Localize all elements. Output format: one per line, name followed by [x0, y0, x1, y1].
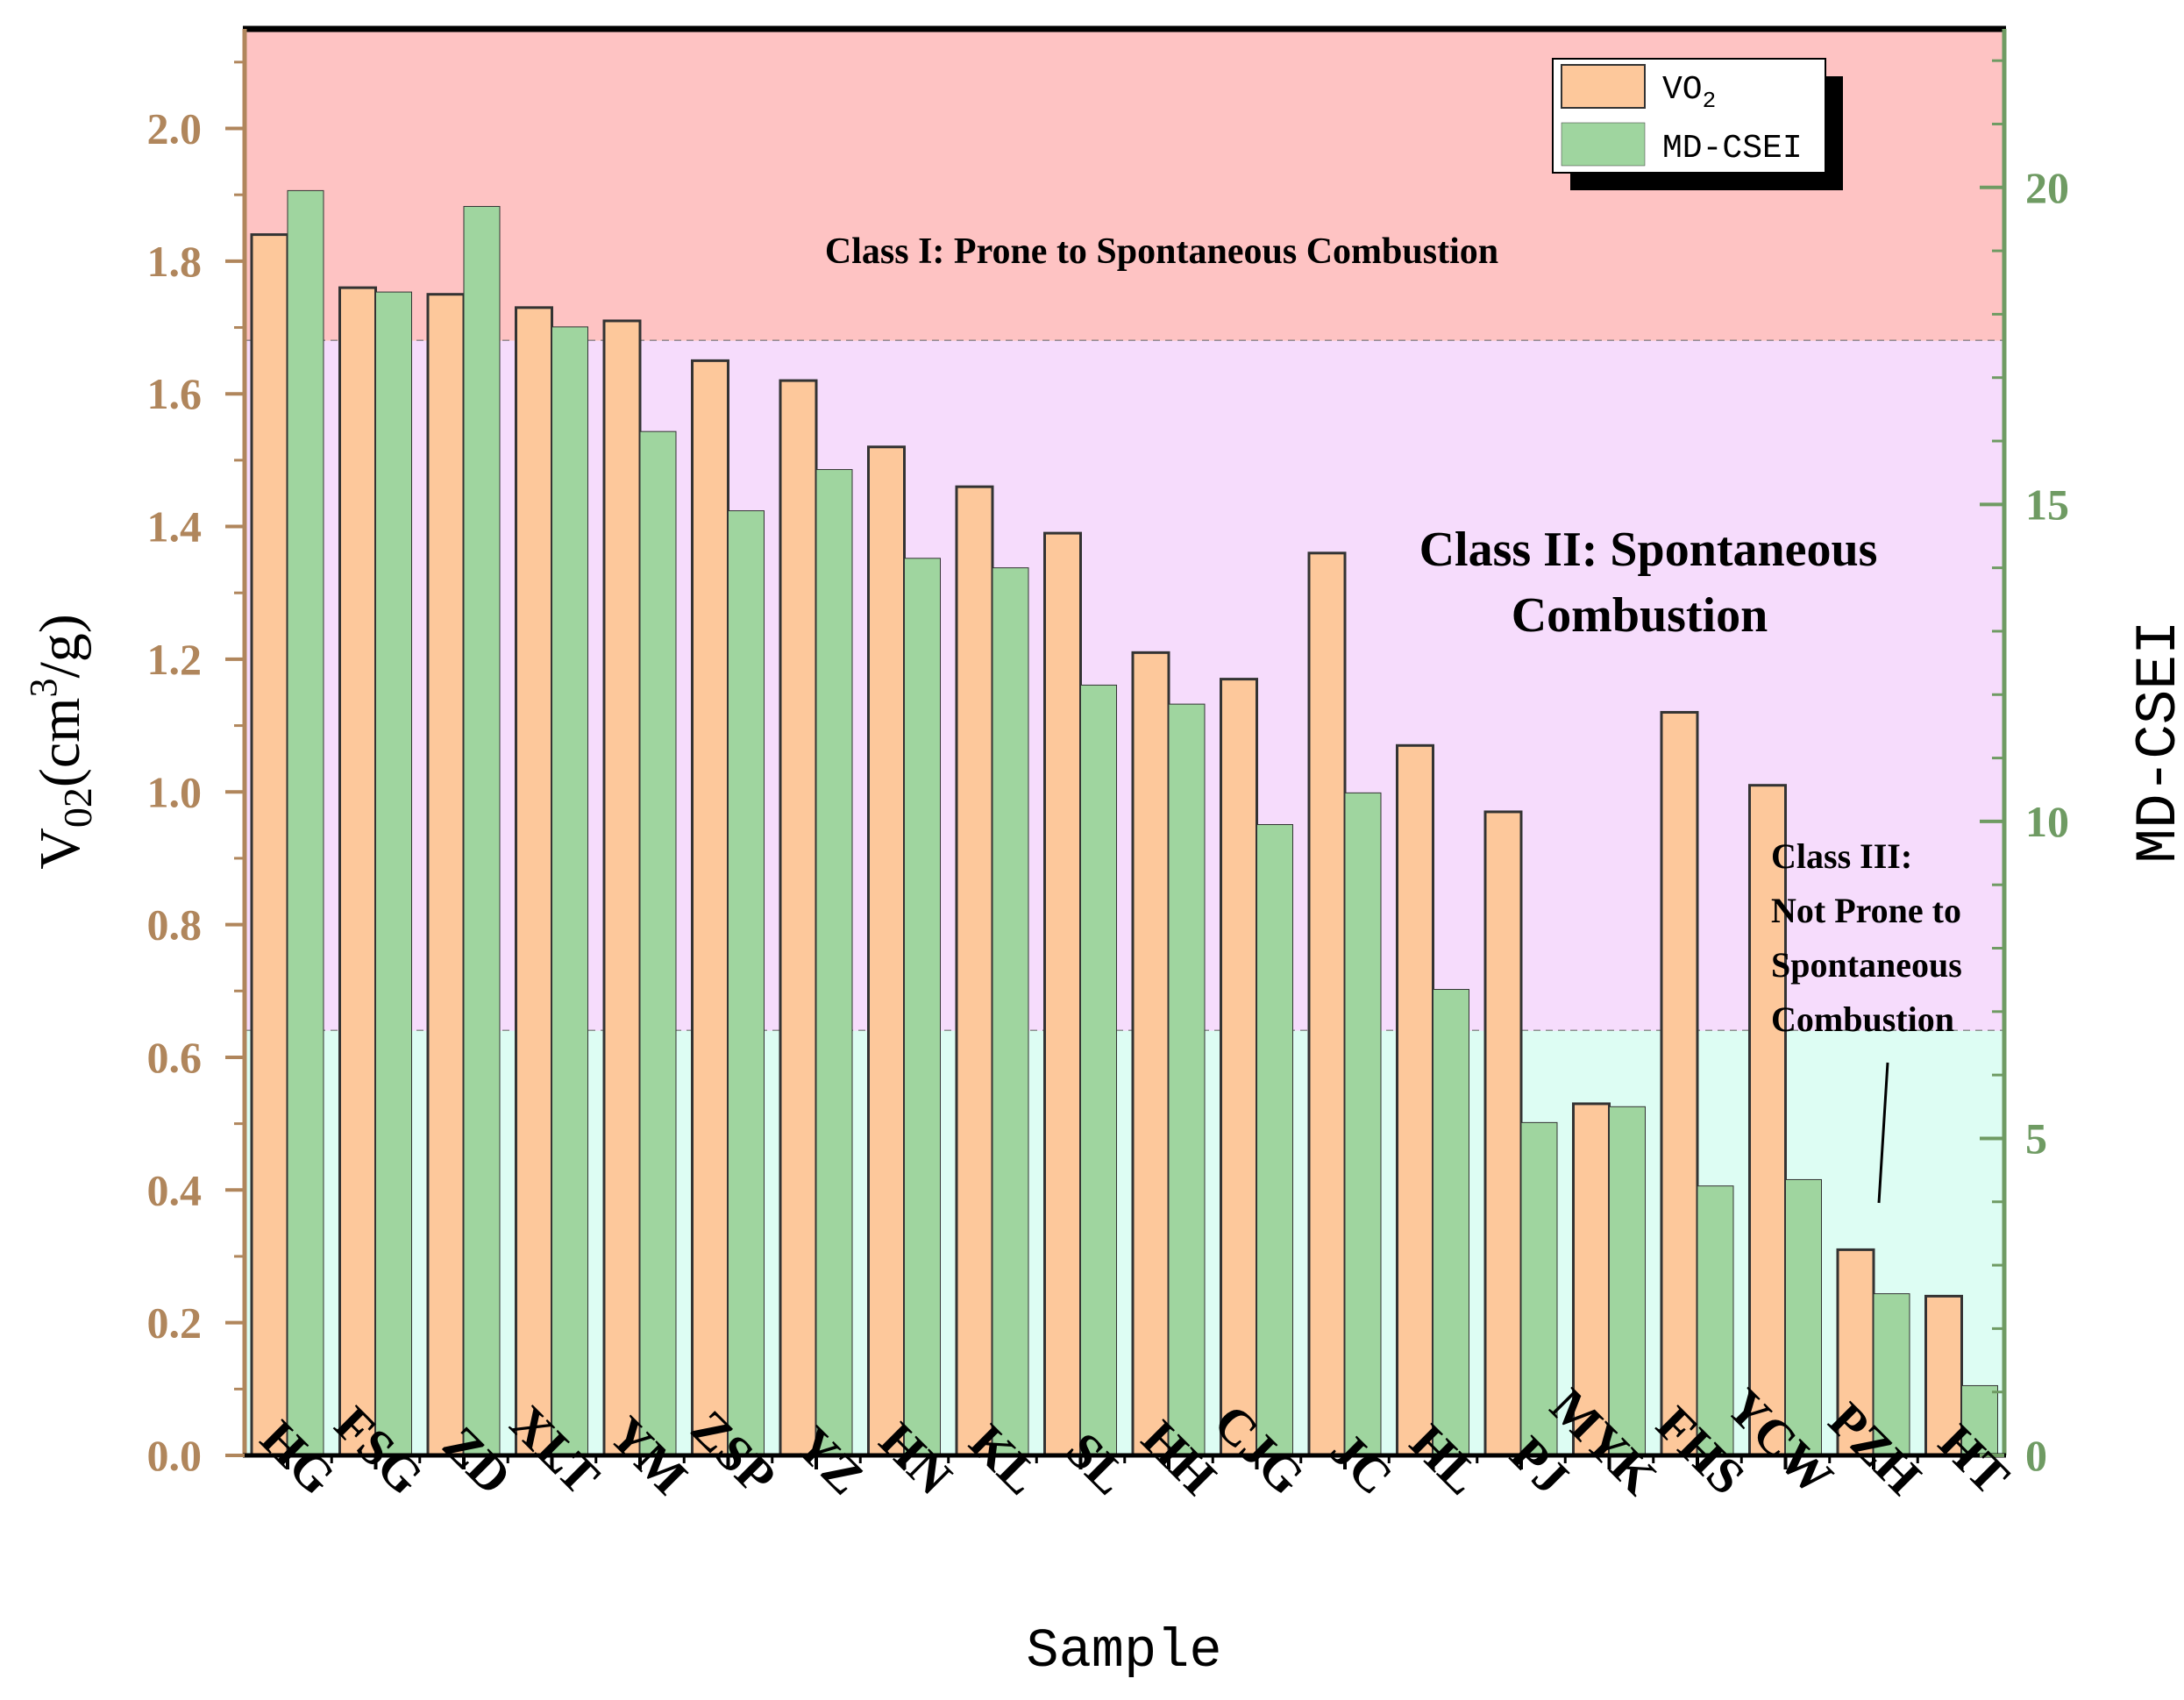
bar-vo2-pzh: [1836, 1248, 1875, 1457]
bar-md-csei-ym: [639, 430, 677, 1456]
bar-md-csei-zsp: [728, 510, 765, 1456]
right-tick-label: 0: [2025, 1431, 2047, 1480]
right-tick-label: 20: [2025, 163, 2069, 212]
legend-swatch-vo2: [1561, 64, 1646, 109]
left-tick-label: 0.6: [147, 1033, 203, 1082]
legend-label-md-csei: MD-CSEI: [1662, 130, 1803, 167]
left-axis-title-unit-end: /g): [28, 614, 92, 678]
bar-md-csei-hn: [904, 558, 941, 1456]
class3-label-line1: Class III:: [1771, 836, 1912, 876]
bar-vo2-kl: [955, 485, 994, 1457]
class-region-2: [245, 340, 2004, 1031]
bar-md-csei-xlt: [551, 326, 588, 1456]
legend: VO2 MD-CSEI: [1552, 58, 1843, 190]
bar-md-csei-hh: [1168, 703, 1206, 1456]
bar-vo2-ym: [602, 319, 642, 1457]
bar-md-csei-jc: [1344, 792, 1382, 1456]
bar-md-csei-sl: [1080, 684, 1117, 1456]
bar-md-csei-ycw: [1785, 1178, 1822, 1456]
right-axis-title: MD-CSEI: [2126, 620, 2184, 863]
left-tick-label: 0.0: [147, 1431, 203, 1480]
bar-md-csei-fsg: [375, 291, 412, 1456]
bar-vo2-zsp: [691, 359, 729, 1457]
bar-vo2-yz: [779, 379, 818, 1457]
bar-vo2-zd: [426, 293, 466, 1457]
right-axis-ticks: 0 5 10 15 20: [1980, 59, 2069, 1480]
bar-md-csei-ht: [1961, 1384, 1998, 1456]
bar-md-csei-yz: [815, 469, 853, 1456]
bar-vo2-cjg: [1220, 678, 1258, 1457]
bar-md-csei-cjg: [1256, 824, 1293, 1456]
class3-pointer-line: [1877, 1062, 1889, 1204]
bar-vo2-hl: [1396, 743, 1434, 1457]
left-axis-title-sup: 3: [22, 679, 65, 698]
bar-vo2-hn: [867, 445, 906, 1457]
class3-label-line3: Spontaneous: [1771, 945, 1962, 985]
bar-md-csei-fhs: [1697, 1185, 1734, 1456]
bar-vo2-ht: [1924, 1294, 1963, 1457]
x-axis-ticks: [286, 1455, 1964, 1469]
bar-vo2-sl: [1043, 531, 1082, 1457]
bar-vo2-jc: [1307, 551, 1347, 1457]
legend-swatch-md-csei: [1561, 122, 1646, 167]
bar-md-csei-pzh: [1873, 1293, 1910, 1456]
class1-label: Class I: Prone to Spontaneous Combustion: [825, 231, 1498, 272]
left-tick-label: 0.2: [147, 1298, 203, 1348]
right-tick-label: 10: [2025, 797, 2069, 846]
legend-label-vo2-sub: 2: [1703, 88, 1717, 114]
bar-md-csei-hl: [1433, 989, 1469, 1456]
left-tick-label: 0.4: [147, 1165, 203, 1214]
left-tick-label: 1.0: [147, 767, 203, 816]
bar-vo2-fsg: [338, 286, 377, 1457]
left-axis-title-sub: 02: [55, 787, 100, 828]
right-tick-label: 5: [2025, 1113, 2047, 1163]
class2-label-line2: Combustion: [1512, 588, 1768, 643]
left-tick-label: 1.6: [147, 369, 203, 418]
right-tick-label: 15: [2025, 480, 2069, 529]
left-tick-label: 1.8: [147, 237, 203, 286]
left-axis-ticks: 0.0 0.2 0.4 0.6 0.8 1.0 1.2 1.4 1.6 1.8 2.0: [147, 60, 245, 1480]
bar-md-csei-kl: [992, 567, 1029, 1456]
bar-vo2-hh: [1131, 651, 1170, 1457]
bar-md-csei-myk: [1609, 1106, 1646, 1456]
bar-vo2-hg: [250, 233, 289, 1457]
bar-vo2-pj: [1483, 810, 1523, 1457]
class-region-3: [245, 1030, 2004, 1455]
bar-vo2-ycw: [1748, 784, 1787, 1457]
bar-vo2-xlt: [515, 306, 553, 1457]
left-axis-title-main: V: [28, 828, 92, 870]
bar-md-csei-zd: [463, 205, 501, 1456]
left-axis-title: V02(cm3/g): [22, 614, 100, 870]
class3-label-line4: Combustion: [1771, 999, 1954, 1039]
left-tick-label: 0.8: [147, 900, 203, 950]
class2-label-line1: Class II: Spontaneous: [1419, 523, 1878, 577]
legend-label-vo2-main: VO: [1662, 71, 1703, 109]
x-axis-title: Sample: [1026, 1620, 1221, 1682]
left-tick-label: 2.0: [147, 104, 203, 153]
left-tick-label: 1.2: [147, 635, 203, 684]
bar-md-csei-pj: [1520, 1121, 1558, 1456]
bar-md-csei-hg: [287, 189, 324, 1456]
legend-label-vo2: VO2: [1662, 71, 1716, 114]
bar-vo2-fhs: [1660, 710, 1699, 1457]
left-axis-title-unit-start: (cm: [28, 698, 92, 788]
class3-label-line2: Not Prone to: [1771, 891, 1961, 930]
left-tick-label: 1.4: [147, 502, 203, 551]
